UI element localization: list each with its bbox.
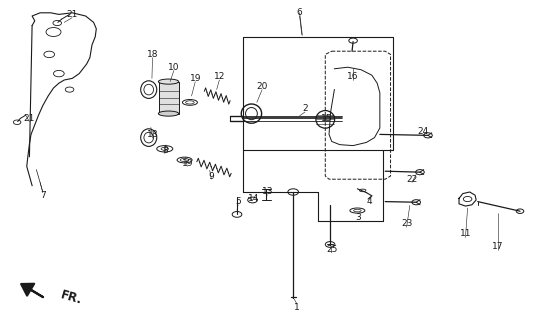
Text: 25: 25 bbox=[326, 245, 338, 254]
Text: 11: 11 bbox=[460, 229, 471, 238]
Text: 16: 16 bbox=[347, 72, 359, 81]
Text: 22: 22 bbox=[406, 175, 418, 184]
Text: 14: 14 bbox=[248, 194, 260, 203]
Text: 3: 3 bbox=[356, 213, 361, 222]
Text: 5: 5 bbox=[235, 197, 241, 206]
Text: 13: 13 bbox=[262, 188, 273, 196]
Text: 24: 24 bbox=[417, 127, 429, 136]
Text: 9: 9 bbox=[209, 172, 214, 180]
Text: 12: 12 bbox=[213, 72, 225, 81]
Text: 21: 21 bbox=[66, 10, 78, 19]
Text: FR.: FR. bbox=[59, 288, 83, 307]
Text: 19: 19 bbox=[181, 159, 193, 168]
FancyArrowPatch shape bbox=[21, 284, 43, 297]
Text: 6: 6 bbox=[297, 8, 302, 17]
Ellipse shape bbox=[158, 111, 179, 116]
Text: 23: 23 bbox=[401, 220, 412, 228]
Text: 21: 21 bbox=[24, 114, 35, 123]
Bar bbox=[159, 82, 179, 114]
Text: 10: 10 bbox=[168, 63, 180, 72]
Text: 7: 7 bbox=[40, 191, 45, 200]
Text: 20: 20 bbox=[256, 82, 268, 91]
Text: 8: 8 bbox=[162, 146, 167, 155]
Text: 18: 18 bbox=[147, 50, 158, 59]
Text: 19: 19 bbox=[189, 74, 201, 83]
Text: 18: 18 bbox=[147, 130, 158, 139]
Text: 17: 17 bbox=[492, 242, 503, 251]
Text: 15: 15 bbox=[320, 114, 332, 123]
Text: 1: 1 bbox=[294, 303, 300, 312]
Ellipse shape bbox=[158, 79, 179, 84]
Text: 4: 4 bbox=[366, 197, 372, 206]
Text: 2: 2 bbox=[302, 104, 308, 113]
